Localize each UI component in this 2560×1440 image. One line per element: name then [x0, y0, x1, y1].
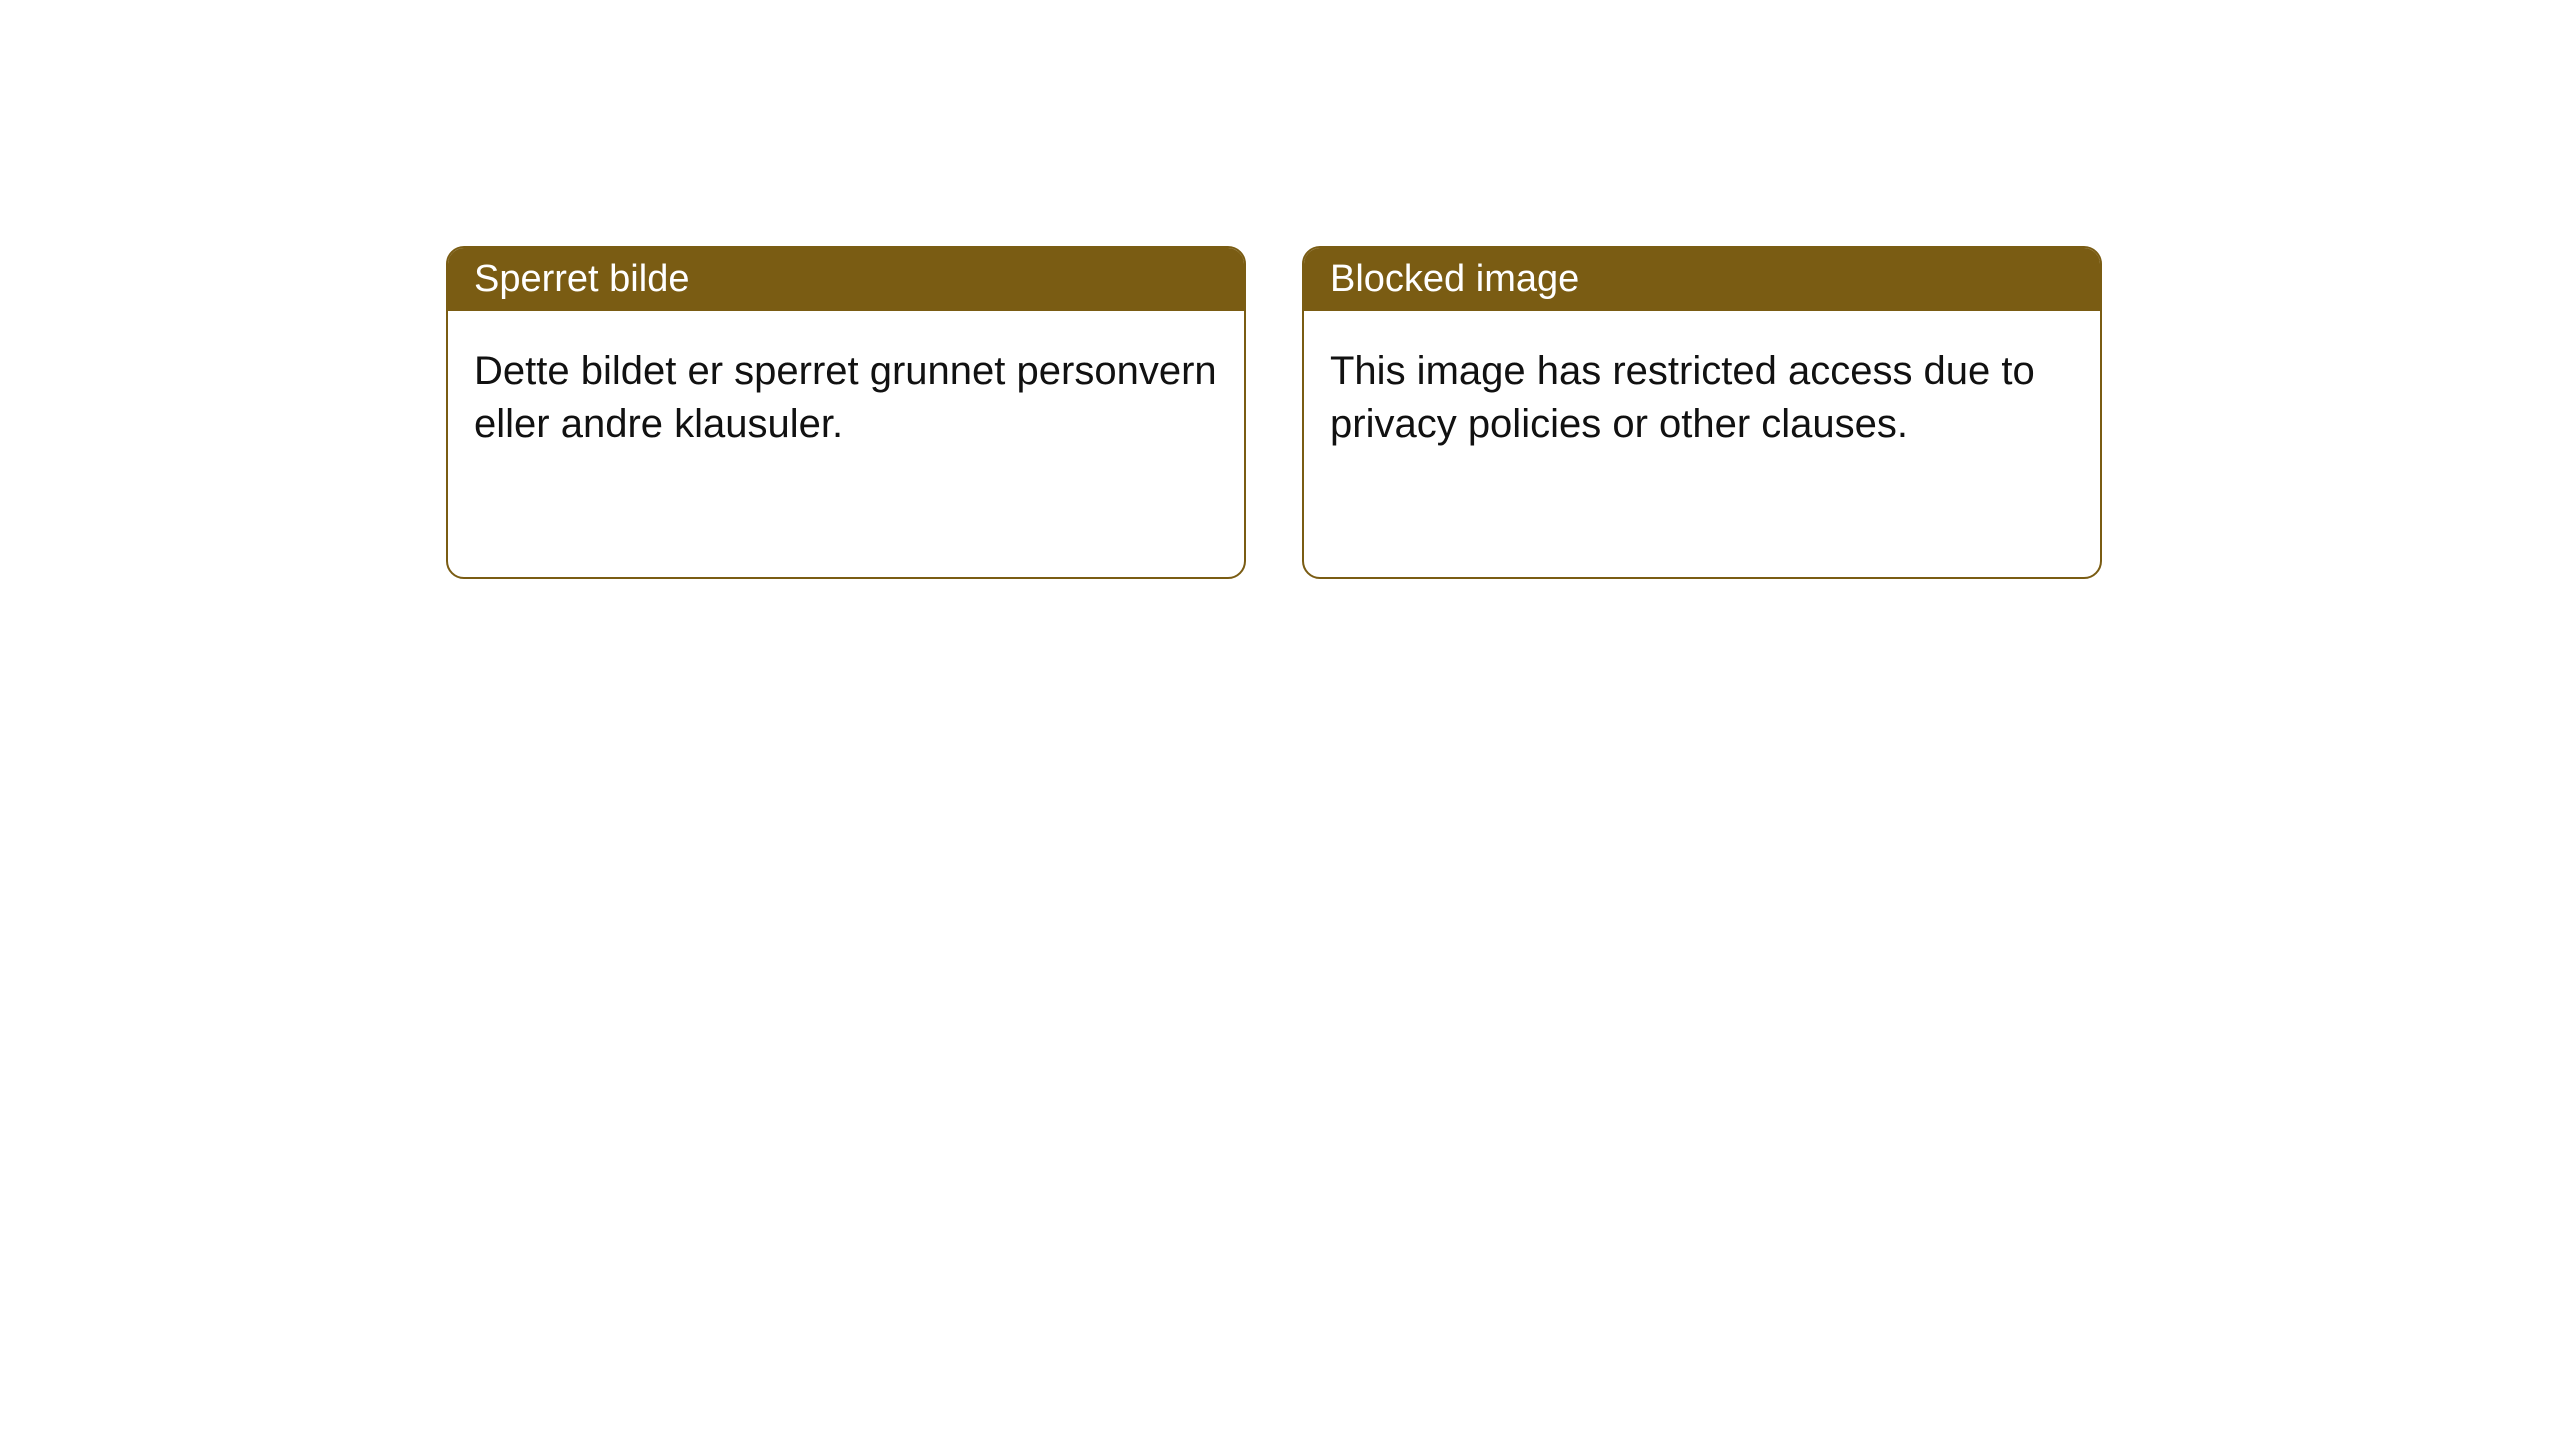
notice-container: Sperret bilde Dette bildet er sperret gr… [446, 246, 2102, 579]
notice-header: Sperret bilde [448, 248, 1244, 311]
notice-body: This image has restricted access due to … [1304, 311, 2100, 485]
notice-box-norwegian: Sperret bilde Dette bildet er sperret gr… [446, 246, 1246, 579]
notice-body: Dette bildet er sperret grunnet personve… [448, 311, 1244, 485]
notice-header: Blocked image [1304, 248, 2100, 311]
notice-box-english: Blocked image This image has restricted … [1302, 246, 2102, 579]
